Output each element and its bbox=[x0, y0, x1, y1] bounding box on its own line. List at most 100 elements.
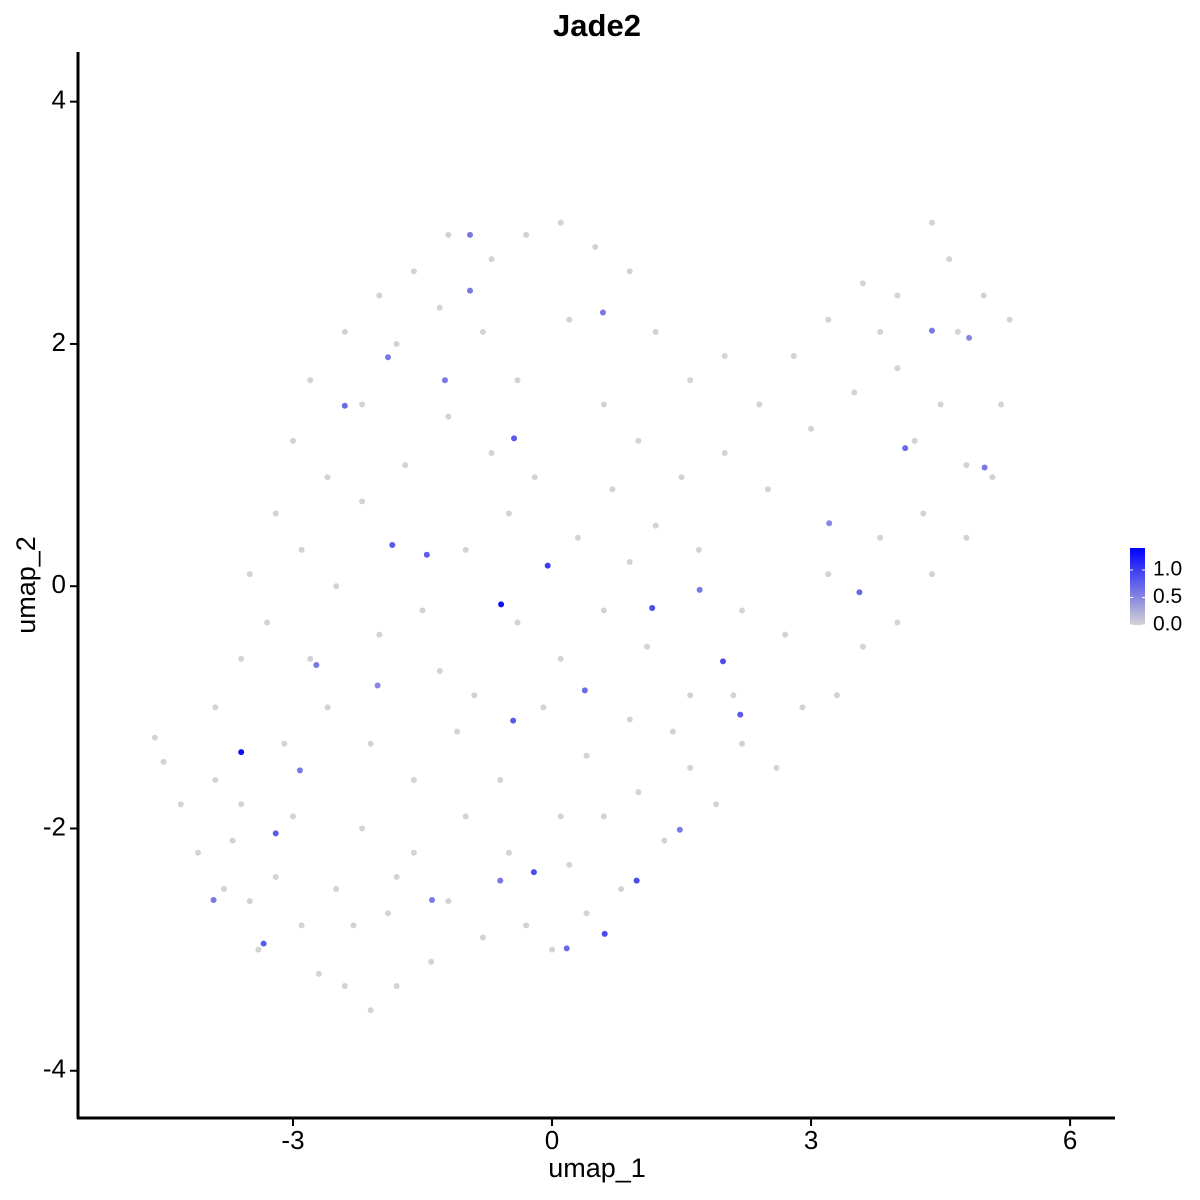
cell-point bbox=[599, 309, 606, 316]
cell-point bbox=[825, 571, 832, 578]
cell-point bbox=[497, 777, 504, 784]
cell-point bbox=[696, 586, 703, 593]
cell-point bbox=[367, 740, 374, 747]
cell-point bbox=[626, 558, 633, 565]
cell-point bbox=[609, 486, 616, 493]
cell-point bbox=[851, 389, 858, 396]
cell-point bbox=[410, 849, 417, 856]
cell-point bbox=[436, 668, 443, 675]
cell-point bbox=[574, 534, 581, 541]
cell-point bbox=[374, 682, 381, 689]
cell-point bbox=[600, 813, 607, 820]
cell-point bbox=[583, 910, 590, 917]
cell-point bbox=[1006, 316, 1013, 323]
cell-point bbox=[635, 437, 642, 444]
cell-point bbox=[737, 711, 744, 718]
cell-point bbox=[359, 498, 366, 505]
cell-point bbox=[315, 970, 322, 977]
cell-point bbox=[738, 607, 745, 614]
cell-point bbox=[238, 801, 245, 808]
cell-point bbox=[289, 813, 296, 820]
cell-point bbox=[738, 740, 745, 747]
cell-point bbox=[531, 474, 538, 481]
cell-point bbox=[581, 687, 588, 694]
cell-point bbox=[505, 510, 512, 517]
cell-point bbox=[341, 982, 348, 989]
cell-point bbox=[151, 734, 158, 741]
cell-point bbox=[687, 692, 694, 699]
cell-point bbox=[799, 704, 806, 711]
cell-point bbox=[505, 849, 512, 856]
cell-point bbox=[826, 520, 833, 527]
cell-point bbox=[523, 231, 530, 238]
cell-point bbox=[557, 655, 564, 662]
cell-point bbox=[902, 445, 909, 452]
cell-point bbox=[333, 886, 340, 893]
cell-point bbox=[937, 401, 944, 408]
cell-point bbox=[833, 692, 840, 699]
cell-point bbox=[324, 704, 331, 711]
colorbar-label: 0.0 bbox=[1153, 613, 1182, 636]
cell-point bbox=[719, 658, 726, 665]
cell-point bbox=[730, 692, 737, 699]
cell-point bbox=[462, 546, 469, 553]
cell-point bbox=[454, 728, 461, 735]
cell-point bbox=[298, 546, 305, 553]
cell-point bbox=[721, 353, 728, 360]
cell-point bbox=[350, 922, 357, 929]
y-tick-label: 2 bbox=[52, 327, 66, 357]
cell-point bbox=[160, 758, 167, 765]
cell-point bbox=[989, 474, 996, 481]
cell-point bbox=[367, 1007, 374, 1014]
cell-point bbox=[894, 365, 901, 372]
cell-point bbox=[341, 402, 348, 409]
cell-point bbox=[510, 717, 517, 724]
cell-point bbox=[563, 945, 570, 952]
cell-point bbox=[661, 837, 668, 844]
cell-point bbox=[324, 474, 331, 481]
cell-point bbox=[393, 340, 400, 347]
cell-point bbox=[980, 292, 987, 299]
cell-point bbox=[600, 607, 607, 614]
cell-point bbox=[428, 958, 435, 965]
cell-point bbox=[877, 534, 884, 541]
cell-point bbox=[445, 413, 452, 420]
cell-point bbox=[540, 704, 547, 711]
cell-point bbox=[635, 789, 642, 796]
cell-point bbox=[272, 830, 279, 837]
cell-point bbox=[307, 655, 314, 662]
cell-point bbox=[557, 813, 564, 820]
x-tick-label: 0 bbox=[545, 1125, 559, 1155]
cell-point bbox=[652, 328, 659, 335]
cell-point bbox=[498, 601, 505, 608]
cell-point bbox=[467, 287, 474, 294]
cell-point bbox=[229, 837, 236, 844]
cell-point bbox=[928, 219, 935, 226]
cell-point bbox=[419, 607, 426, 614]
cell-point bbox=[445, 231, 452, 238]
cell-point bbox=[920, 510, 927, 517]
y-tick-label: 0 bbox=[52, 569, 66, 599]
cell-point bbox=[212, 704, 219, 711]
cell-point bbox=[393, 873, 400, 880]
cell-point bbox=[633, 877, 640, 884]
cell-point bbox=[523, 922, 530, 929]
cell-point bbox=[479, 328, 486, 335]
cell-point bbox=[782, 631, 789, 638]
cell-point bbox=[963, 534, 970, 541]
cell-point bbox=[859, 280, 866, 287]
cell-point bbox=[549, 946, 556, 953]
cell-point bbox=[601, 930, 608, 937]
cell-point bbox=[410, 777, 417, 784]
cell-point bbox=[393, 982, 400, 989]
cell-point bbox=[592, 244, 599, 251]
cell-point bbox=[514, 619, 521, 626]
cell-point bbox=[756, 401, 763, 408]
cell-point bbox=[281, 740, 288, 747]
cell-point bbox=[488, 256, 495, 263]
cell-point bbox=[773, 764, 780, 771]
y-tick-label: 4 bbox=[52, 85, 66, 115]
cell-point bbox=[445, 898, 452, 905]
cell-point bbox=[678, 474, 685, 481]
cell-point bbox=[402, 462, 409, 469]
